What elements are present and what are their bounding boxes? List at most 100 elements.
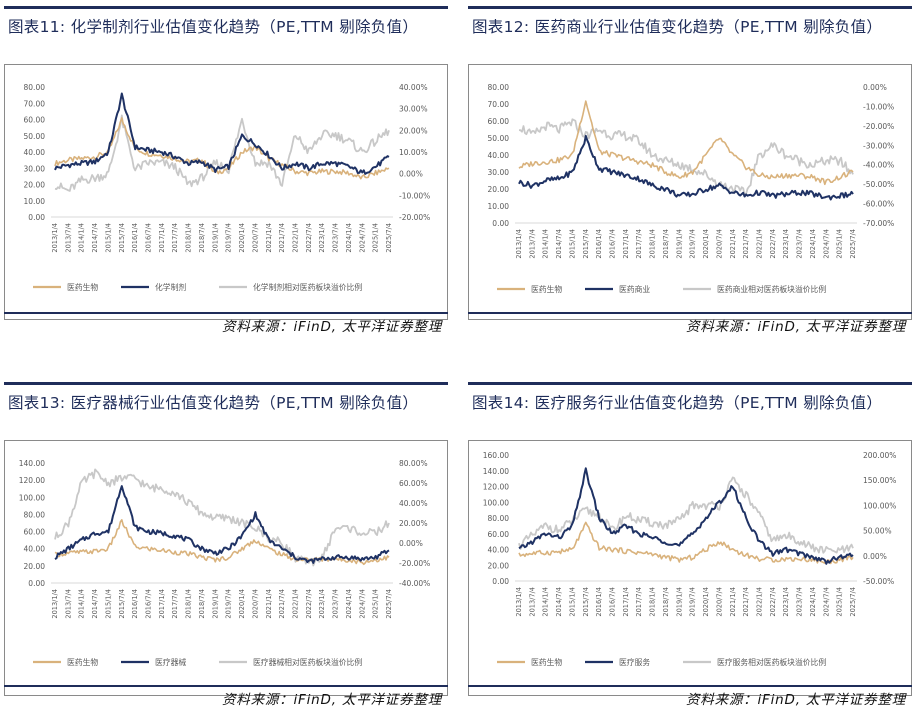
chart-title: 图表13: 医疗器械行业估值变化趋势（PE,TTM 剔除负值）	[8, 394, 419, 412]
x-axis-tick-label: 2013/7/4	[528, 229, 536, 259]
x-axis-tick-label: 2013/1/4	[515, 229, 523, 259]
x-axis-tick-label: 2018/1/4	[649, 229, 657, 259]
x-axis-tick-label: 2019/1/4	[211, 589, 219, 619]
legend-label: 医药生物	[531, 657, 562, 667]
x-axis-tick-label: 2020/7/4	[251, 589, 259, 619]
x-axis-tick-label: 2021/7/4	[278, 223, 286, 253]
x-axis-tick-label: 2015/7/4	[118, 589, 126, 619]
legend-label: 化学制剂相对医药板块溢价比例	[253, 282, 362, 292]
right-axis-tick-label: 40.00%	[399, 499, 428, 508]
x-axis-tick-label: 2018/7/4	[198, 589, 206, 619]
panel-top-rule	[4, 6, 448, 9]
chart-frame: 160.00 140.00 120.00 100.00 80.00 60.00 40.00 2…	[468, 440, 912, 696]
right-axis-tick-label: -40.00%	[863, 161, 894, 170]
right-axis-tick-label: -20.00%	[399, 213, 430, 222]
chart-title: 图表11: 化学制剂行业估值变化趋势（PE,TTM 剔除负值）	[8, 18, 419, 36]
series-line-pharma	[518, 100, 854, 186]
left-axis-tick-label: 30.00	[24, 164, 46, 173]
right-axis-tick-label: 20.00%	[399, 519, 428, 528]
x-axis-tick-label: 2016/7/4	[145, 223, 153, 253]
series-line-pharma	[54, 519, 390, 566]
left-axis-tick-label: 30.00	[488, 168, 510, 177]
x-axis-tick-label: 2017/7/4	[635, 229, 643, 259]
left-axis-tick-label: 60.00	[24, 116, 46, 125]
x-axis-tick-label: 2020/1/4	[238, 589, 246, 619]
x-axis-tick-label: 2021/7/4	[278, 589, 286, 619]
legend-label: 医疗器械相对医药板块溢价比例	[253, 657, 362, 667]
left-axis-tick-label: 0.00	[28, 579, 45, 588]
right-axis-tick-label: 0.00%	[863, 83, 887, 92]
x-axis-tick-label: 2019/7/4	[689, 229, 697, 259]
x-axis-tick-label: 2013/7/4	[64, 223, 72, 253]
chart-title: 图表14: 医疗服务行业估值变化趋势（PE,TTM 剔除负值）	[472, 394, 883, 412]
chart-frame: 140.00 120.00 100.00 80.00 60.00 40.00 20.00 0.…	[4, 440, 448, 696]
chart-svg: 80.00 70.00 60.00 50.00 40.00 30.00 20.00 10.00…	[24, 83, 431, 292]
x-axis-tick-label: 2016/7/4	[145, 589, 153, 619]
x-axis-tick-label: 2020/1/4	[238, 223, 246, 253]
right-axis-tick-label: 30.00%	[399, 105, 428, 114]
x-axis-tick-label: 2016/1/4	[595, 229, 603, 259]
x-axis-tick-label: 2024/1/4	[345, 589, 353, 619]
x-axis-tick-label: 2020/7/4	[251, 223, 259, 253]
right-axis-tick-label: -30.00%	[863, 141, 894, 150]
left-axis-tick-label: 20.00	[24, 562, 46, 571]
x-axis-tick-label: 2023/1/4	[318, 589, 326, 619]
x-axis-tick-label: 2025/1/4	[836, 229, 844, 259]
right-axis-tick-label: -70.00%	[863, 219, 894, 228]
x-axis-tick-label: 2014/1/4	[78, 589, 86, 619]
left-axis-tick-label: 140.00	[19, 459, 45, 468]
x-axis-tick-label: 2019/1/4	[211, 223, 219, 253]
left-axis-tick-label: 80.00	[488, 514, 510, 523]
legend-label: 化学制剂	[155, 282, 186, 292]
panel-bottom-rule	[468, 685, 912, 687]
x-axis-tick-label: 2019/1/4	[675, 229, 683, 259]
x-axis-tick-label: 2016/7/4	[609, 229, 617, 259]
left-axis-tick-label: 10.00	[488, 202, 510, 211]
left-axis-tick-label: 100.00	[483, 498, 509, 507]
x-axis-tick-label: 2015/7/4	[582, 587, 590, 617]
x-axis-tick-label: 2014/7/4	[91, 223, 99, 253]
left-axis-tick-label: 60.00	[488, 530, 510, 539]
right-axis-tick-label: 150.00%	[863, 476, 896, 485]
chart-panel-13: 图表13: 医疗器械行业估值变化趋势（PE,TTM 剔除负值） 140.00 12…	[4, 382, 448, 710]
x-axis-tick-label: 2022/7/4	[769, 587, 777, 617]
x-axis-tick-label: 2013/7/4	[528, 587, 536, 617]
left-axis-tick-label: 70.00	[24, 99, 46, 108]
series-line-sector	[54, 485, 390, 564]
x-axis-tick-label: 2016/1/4	[131, 223, 139, 253]
right-axis-tick-label: -20.00%	[863, 122, 894, 131]
x-axis-tick-label: 2024/1/4	[809, 587, 817, 617]
x-axis-tick-label: 2018/7/4	[198, 223, 206, 253]
x-axis-tick-label: 2023/1/4	[782, 587, 790, 617]
x-axis-tick-label: 2017/7/4	[635, 587, 643, 617]
panel-bottom-rule	[468, 312, 912, 314]
source-note: 资料来源：iFinD, 太平洋证券整理	[222, 692, 442, 708]
x-axis-tick-label: 2023/7/4	[796, 229, 804, 259]
x-axis-tick-label: 2021/1/4	[265, 589, 273, 619]
x-axis-tick-label: 2018/7/4	[662, 229, 670, 259]
legend-label: 医药生物	[67, 657, 98, 667]
x-axis-tick-label: 2018/1/4	[185, 223, 193, 253]
right-axis-tick-label: -50.00%	[863, 577, 894, 586]
chart-panel-11: 图表11: 化学制剂行业估值变化趋势（PE,TTM 剔除负值） 80.00 70.…	[4, 6, 448, 336]
x-axis-tick-label: 2017/1/4	[158, 589, 166, 619]
x-axis-tick-label: 2015/1/4	[104, 589, 112, 619]
chart-panel-14: 图表14: 医疗服务行业估值变化趋势（PE,TTM 剔除负值） 160.00 14…	[468, 382, 912, 710]
chart-svg: 160.00 140.00 120.00 100.00 80.00 60.00 40.00 2…	[483, 451, 897, 667]
x-axis-tick-label: 2025/1/4	[372, 223, 380, 253]
chart-panel-12: 图表12: 医药商业行业估值变化趋势（PE,TTM 剔除负值） 80.00 70.…	[468, 6, 912, 336]
chart-svg: 140.00 120.00 100.00 80.00 60.00 40.00 20.00 0.…	[19, 459, 431, 667]
right-axis-tick-label: 0.00%	[399, 539, 423, 548]
x-axis-tick-label: 2025/7/4	[849, 229, 857, 259]
x-axis-tick-label: 2021/7/4	[742, 587, 750, 617]
legend-label: 医疗服务	[619, 657, 650, 667]
left-axis-tick-label: 20.00	[488, 561, 510, 570]
x-axis-tick-label: 2024/1/4	[809, 229, 817, 259]
x-axis-tick-label: 2013/1/4	[51, 223, 59, 253]
source-note: 资料来源：iFinD, 太平洋证券整理	[222, 319, 442, 335]
left-axis-tick-label: 40.00	[24, 545, 46, 554]
x-axis-tick-label: 2022/7/4	[305, 223, 313, 253]
x-axis-tick-label: 2025/7/4	[849, 587, 857, 617]
x-axis-tick-label: 2014/1/4	[542, 229, 550, 259]
x-axis-tick-label: 2020/7/4	[715, 587, 723, 617]
